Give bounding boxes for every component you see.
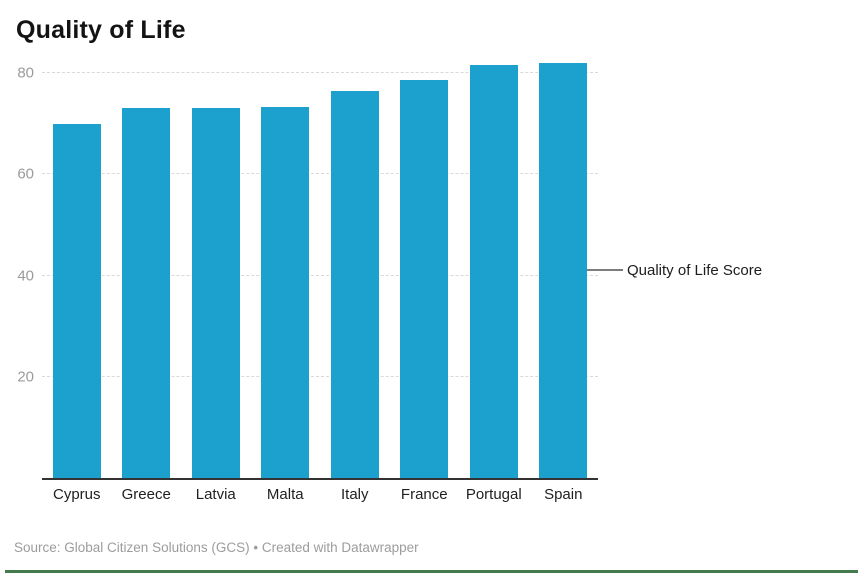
y-tick-label-40: 40 — [17, 267, 34, 285]
x-axis-label-malta: Malta — [266, 486, 304, 503]
x-axis-label-portugal: Portugal — [465, 486, 522, 503]
plot-area — [42, 55, 598, 479]
x-axis-line — [42, 478, 598, 480]
gridline-40 — [42, 274, 598, 276]
x-axis-label-france: France — [400, 486, 448, 503]
y-axis-ticks: 20 40 60 80 — [0, 55, 34, 479]
x-axis-label-spain: Spain — [544, 486, 583, 503]
x-axis-label-latvia: Latvia — [195, 486, 236, 503]
x-axis-label-italy: Italy — [340, 486, 369, 503]
chart-title: Quality of Life — [16, 16, 186, 44]
y-tick-label-80: 80 — [17, 64, 34, 82]
bar-cyprus[interactable] — [52, 123, 101, 479]
bar-portugal[interactable] — [469, 65, 518, 479]
source-note: Source: Global Citizen Solutions (GCS) •… — [14, 540, 419, 555]
gridline-80 — [42, 71, 598, 73]
y-tick-label-20: 20 — [17, 368, 34, 386]
bar-spain[interactable] — [539, 62, 588, 479]
gridline-20 — [42, 376, 598, 378]
bar-italy[interactable] — [330, 90, 379, 479]
gridline-60 — [42, 173, 598, 175]
bar-france[interactable] — [400, 80, 449, 479]
series-annotation-label: Quality of Life Score — [627, 262, 763, 279]
x-axis-label-cyprus: Cyprus — [52, 486, 101, 503]
bar-malta[interactable] — [261, 106, 310, 479]
bar-greece[interactable] — [122, 108, 171, 479]
y-tick-label-60: 60 — [17, 165, 34, 183]
x-axis-label-greece: Greece — [121, 486, 171, 503]
theme-accent-bar — [5, 570, 858, 573]
annotation-connector-line — [587, 269, 623, 271]
x-axis-labels: Cyprus Greece Latvia Malta Italy France Portug… — [42, 486, 598, 507]
bar-latvia[interactable] — [191, 108, 240, 479]
